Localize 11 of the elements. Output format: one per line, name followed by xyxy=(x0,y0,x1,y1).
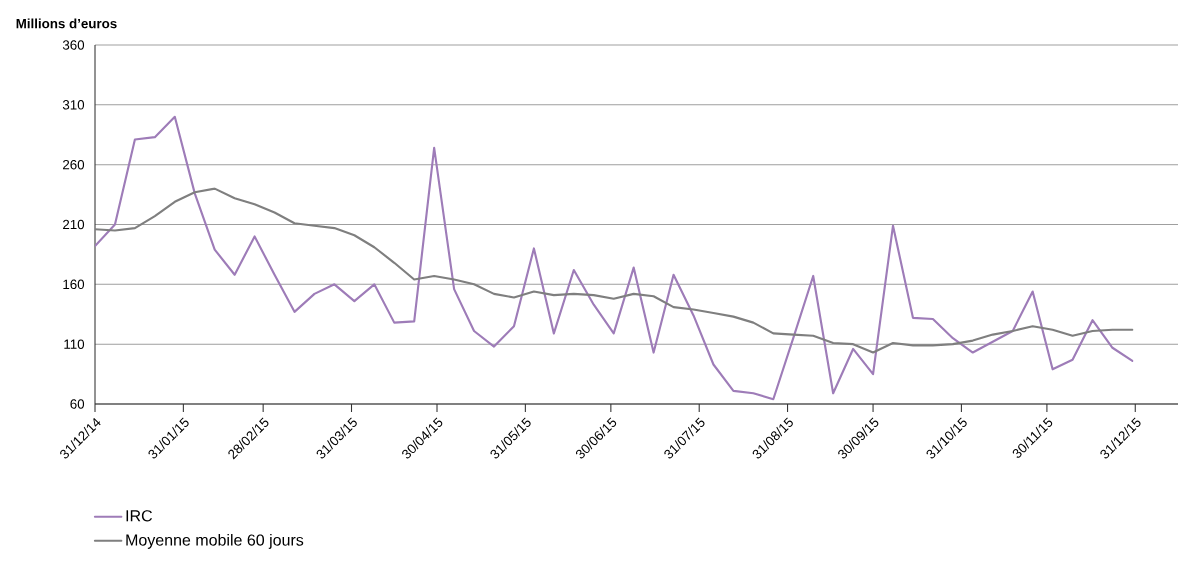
y-tick-label: 60 xyxy=(70,399,85,409)
legend-label: IRC xyxy=(126,510,153,522)
y-tick-label: 260 xyxy=(63,159,85,170)
y-axis-title: Millions d’euros xyxy=(16,18,117,29)
y-tick-label: 160 xyxy=(63,279,85,290)
y-tick-label: 310 xyxy=(62,100,85,110)
y-tick-label: 360 xyxy=(62,40,85,50)
line-series xyxy=(95,187,1134,354)
y-tick-label: 210 xyxy=(63,219,85,230)
legend-label: Moyenne mobile 60 jours xyxy=(126,533,304,549)
y-tick-label: 110 xyxy=(64,339,85,349)
